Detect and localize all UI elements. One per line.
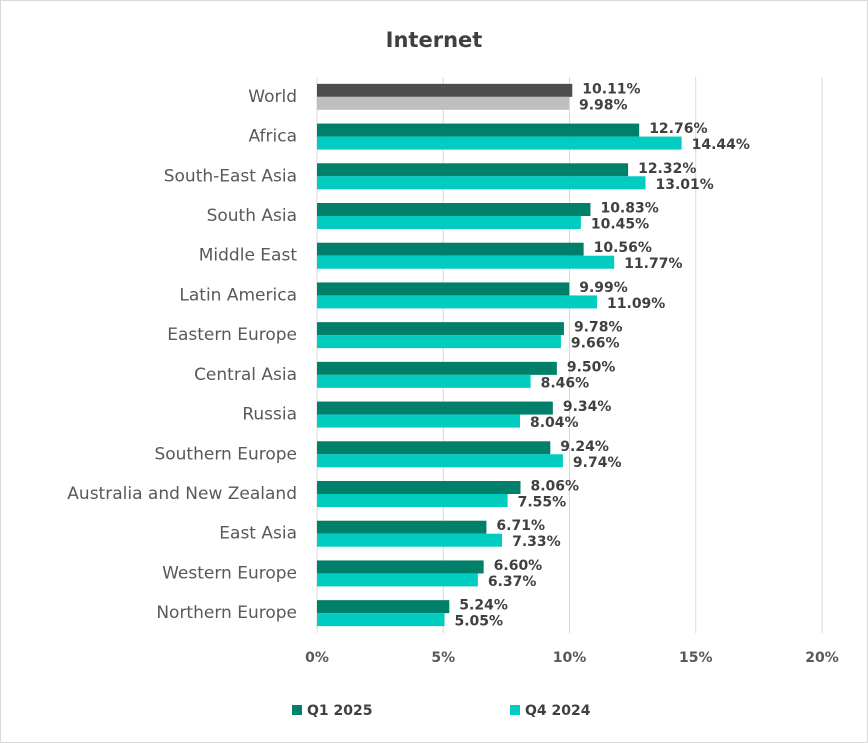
value-label: 6.60% bbox=[494, 558, 543, 574]
chart-title: Internet bbox=[386, 28, 483, 52]
value-label: 11.09% bbox=[607, 296, 665, 312]
value-label: 9.34% bbox=[563, 399, 612, 415]
y-tick-label: Middle East bbox=[199, 246, 298, 266]
value-label: 12.76% bbox=[649, 121, 707, 137]
value-label: 14.44% bbox=[692, 137, 750, 153]
value-label: 9.50% bbox=[567, 359, 616, 375]
bar bbox=[317, 361, 557, 375]
bar bbox=[317, 481, 521, 494]
y-tick-label: Southern Europe bbox=[154, 444, 297, 464]
value-label: 10.45% bbox=[591, 217, 649, 233]
y-tick-label: Eastern Europe bbox=[167, 325, 297, 345]
x-tick-label: 5% bbox=[431, 650, 455, 666]
bar bbox=[317, 374, 531, 388]
bar bbox=[317, 83, 573, 97]
legend-label: Q4 2024 bbox=[525, 703, 591, 719]
bar bbox=[317, 600, 450, 614]
y-tick-label: Africa bbox=[249, 127, 298, 147]
bar bbox=[317, 414, 521, 428]
bar bbox=[317, 533, 503, 547]
bar bbox=[317, 255, 615, 269]
y-tick-label: Western Europe bbox=[162, 563, 297, 583]
bar bbox=[317, 96, 569, 110]
value-label: 7.55% bbox=[518, 495, 567, 511]
x-tick-label: 10% bbox=[553, 650, 587, 666]
value-label: 9.98% bbox=[579, 97, 628, 113]
bar bbox=[317, 454, 563, 468]
value-label: 9.74% bbox=[573, 455, 622, 471]
y-tick-label: Australia and New Zealand bbox=[67, 484, 297, 504]
bar bbox=[317, 242, 584, 256]
bar bbox=[317, 520, 487, 534]
bar bbox=[317, 322, 564, 336]
value-label: 6.71% bbox=[496, 518, 545, 534]
bar bbox=[317, 441, 551, 455]
value-label: 13.01% bbox=[656, 177, 714, 193]
bar bbox=[317, 560, 484, 574]
value-label: 9.78% bbox=[574, 320, 623, 336]
value-label: 9.24% bbox=[560, 439, 609, 455]
bar bbox=[317, 136, 682, 150]
y-tick-label: East Asia bbox=[219, 524, 297, 544]
bar bbox=[317, 163, 629, 177]
bar bbox=[317, 494, 508, 507]
bar bbox=[317, 123, 640, 137]
legend-swatch bbox=[292, 705, 302, 715]
value-label: 8.46% bbox=[541, 375, 590, 391]
value-label: 10.11% bbox=[582, 81, 640, 97]
legend-swatch bbox=[510, 705, 520, 715]
value-label: 10.56% bbox=[594, 240, 652, 256]
value-label: 6.37% bbox=[488, 574, 537, 590]
value-label: 5.05% bbox=[455, 614, 504, 630]
value-label: 9.99% bbox=[579, 280, 628, 296]
bar bbox=[317, 295, 598, 309]
bar bbox=[317, 176, 646, 190]
value-label: 10.83% bbox=[600, 201, 658, 217]
bar bbox=[317, 613, 445, 627]
y-tick-label: Latin America bbox=[179, 285, 297, 305]
value-label: 8.04% bbox=[530, 415, 579, 431]
y-tick-label: Russia bbox=[242, 405, 297, 425]
x-tick-label: 0% bbox=[305, 650, 329, 666]
bar bbox=[317, 282, 570, 296]
value-label: 8.06% bbox=[531, 479, 580, 495]
value-label: 5.24% bbox=[459, 598, 508, 614]
bar bbox=[317, 216, 581, 229]
y-tick-label: Central Asia bbox=[194, 365, 297, 385]
bar bbox=[317, 401, 553, 415]
value-label: 11.77% bbox=[624, 256, 682, 272]
bar bbox=[317, 573, 478, 587]
y-tick-label: South-East Asia bbox=[164, 166, 297, 186]
legend-label: Q1 2025 bbox=[307, 703, 372, 719]
value-label: 12.32% bbox=[638, 161, 696, 177]
x-tick-label: 15% bbox=[679, 650, 713, 666]
y-tick-label: Northern Europe bbox=[156, 603, 297, 623]
x-tick-label: 20% bbox=[805, 650, 839, 666]
bar bbox=[317, 203, 591, 216]
value-label: 7.33% bbox=[512, 534, 561, 550]
y-tick-label: World bbox=[248, 87, 297, 107]
value-label: 9.66% bbox=[571, 336, 620, 352]
bar bbox=[317, 335, 561, 349]
y-tick-label: South Asia bbox=[207, 206, 297, 226]
